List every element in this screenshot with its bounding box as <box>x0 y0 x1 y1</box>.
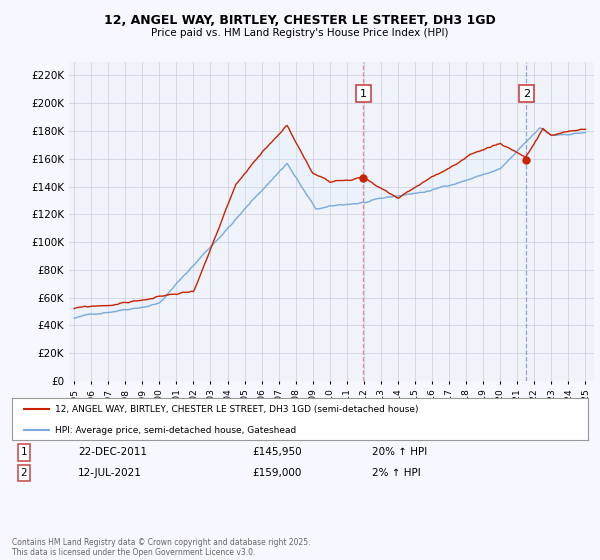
Text: Price paid vs. HM Land Registry's House Price Index (HPI): Price paid vs. HM Land Registry's House … <box>151 28 449 38</box>
Text: £159,000: £159,000 <box>252 468 301 478</box>
Text: Contains HM Land Registry data © Crown copyright and database right 2025.
This d: Contains HM Land Registry data © Crown c… <box>12 538 311 557</box>
Text: 1: 1 <box>20 447 28 458</box>
Text: 1: 1 <box>360 88 367 99</box>
Text: 12-JUL-2021: 12-JUL-2021 <box>78 468 142 478</box>
Text: 2: 2 <box>20 468 28 478</box>
Text: 2: 2 <box>523 88 530 99</box>
Text: 22-DEC-2011: 22-DEC-2011 <box>78 447 147 458</box>
Text: 12, ANGEL WAY, BIRTLEY, CHESTER LE STREET, DH3 1GD: 12, ANGEL WAY, BIRTLEY, CHESTER LE STREE… <box>104 14 496 27</box>
Text: HPI: Average price, semi-detached house, Gateshead: HPI: Average price, semi-detached house,… <box>55 426 296 435</box>
Text: 2% ↑ HPI: 2% ↑ HPI <box>372 468 421 478</box>
Text: 20% ↑ HPI: 20% ↑ HPI <box>372 447 427 458</box>
Text: £145,950: £145,950 <box>252 447 302 458</box>
Text: 12, ANGEL WAY, BIRTLEY, CHESTER LE STREET, DH3 1GD (semi-detached house): 12, ANGEL WAY, BIRTLEY, CHESTER LE STREE… <box>55 405 419 414</box>
